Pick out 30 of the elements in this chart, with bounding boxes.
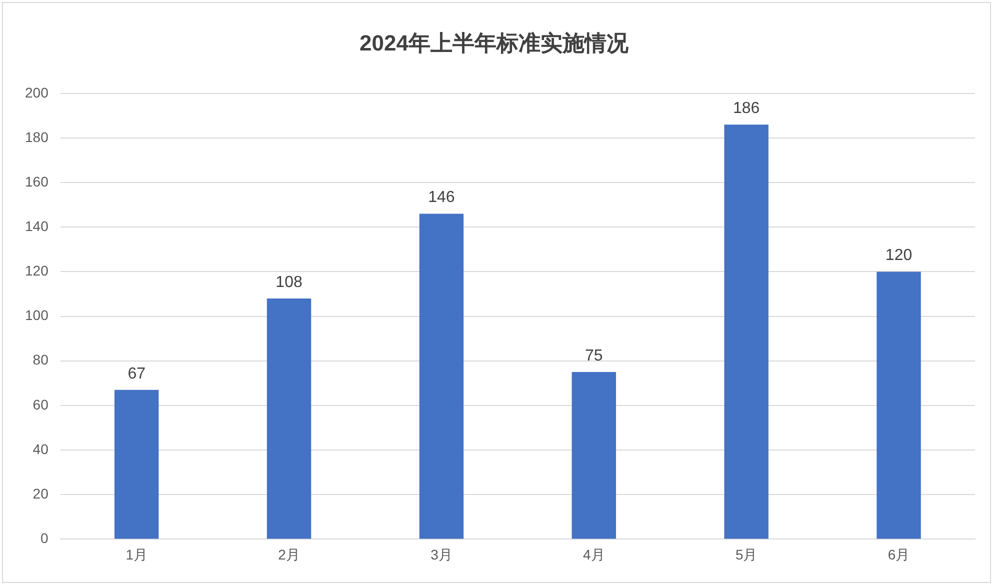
data-label: 120 — [885, 247, 912, 264]
y-tick-label: 200 — [25, 84, 49, 100]
x-tick-label: 3月 — [430, 546, 452, 562]
bar — [114, 390, 159, 539]
data-label: 67 — [128, 365, 146, 382]
data-label: 75 — [585, 347, 603, 364]
x-tick-label: 6月 — [888, 546, 910, 562]
y-tick-label: 180 — [25, 128, 49, 145]
x-tick-label: 5月 — [735, 546, 758, 562]
x-tick-label: 1月 — [126, 546, 148, 562]
y-tick-label: 120 — [25, 262, 49, 279]
x-tick-label: 2月 — [278, 546, 300, 562]
y-tick-label: 80 — [32, 352, 49, 368]
y-tick-label: 140 — [25, 218, 49, 234]
chart-title: 2024年上半年标准实施情况 — [360, 30, 630, 56]
y-tick-label: 160 — [25, 173, 49, 190]
data-label: 146 — [428, 189, 455, 206]
y-tick-label: 20 — [32, 485, 49, 502]
data-label: 108 — [276, 274, 302, 291]
bar — [572, 372, 616, 539]
bar — [266, 298, 312, 539]
y-tick-label: 60 — [32, 396, 49, 412]
bar — [876, 272, 921, 539]
x-tick-label: 4月 — [583, 546, 605, 562]
y-tick-label: 40 — [32, 440, 49, 457]
y-tick-label: 100 — [25, 307, 49, 324]
bar — [724, 124, 768, 539]
y-tick-label: 0 — [40, 530, 49, 546]
data-label: 186 — [732, 100, 760, 118]
bar — [419, 214, 464, 539]
